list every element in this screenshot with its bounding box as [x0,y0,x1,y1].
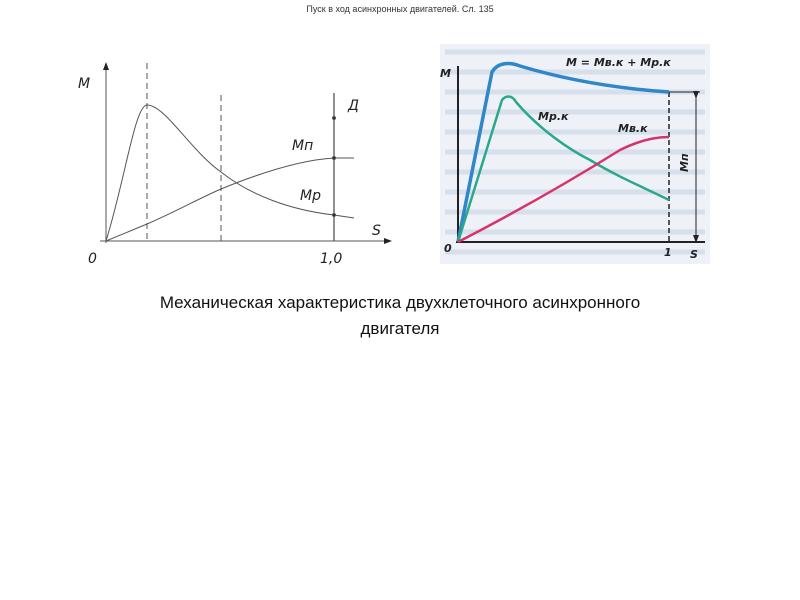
left-x-tick: 1,0 [320,251,342,267]
caption-line-2: двигателя [360,319,440,338]
left-diagram [100,62,392,244]
motor-label: Д [347,98,359,114]
sum-label: M = Mв.к + Mр.к [566,56,671,69]
work-cage-label: Mр.к [538,110,569,123]
curve-sum [456,61,670,243]
slide-header: Пуск в ход асинхронных двигателей. Сл. 1… [306,4,494,14]
right-x-tick: 1 [664,246,672,259]
left-origin: 0 [88,251,97,267]
left-x-label: S [372,223,381,239]
caption-line-1: Механическая характеристика двухклеточно… [159,293,641,312]
curve-work [105,104,355,242]
right-x-label: S [690,248,698,261]
curve-start [105,157,354,242]
slide-caption: Механическая характеристика двухклеточно… [60,290,740,342]
left-y-label: M [78,76,90,92]
curve-start-cage [457,135,670,244]
curve-work-cage [456,95,670,243]
start-curve-label: Mп [292,138,313,154]
start-cage-label: Mв.к [618,122,648,135]
work-curve-label: Mр [300,188,321,204]
right-diagram [440,44,710,264]
right-y-label: M [440,67,451,80]
start-torque-label: Mп [678,153,691,172]
right-origin: 0 [444,242,452,255]
